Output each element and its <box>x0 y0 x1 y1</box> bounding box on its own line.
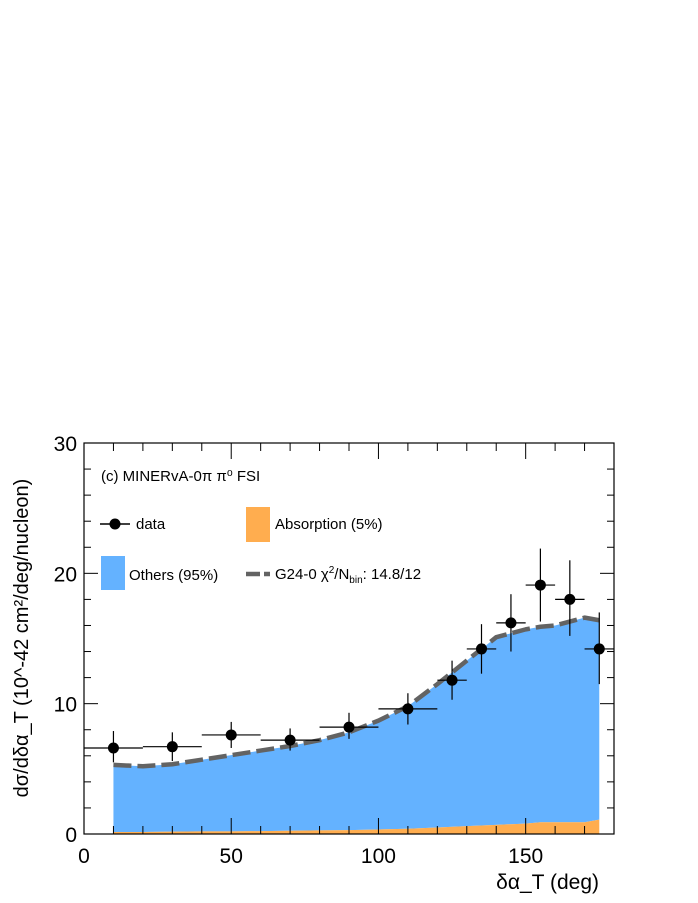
legend-others-swatch <box>101 556 125 590</box>
data-point <box>260 728 320 751</box>
data-point <box>201 721 261 748</box>
data-marker <box>505 617 517 629</box>
data-marker <box>564 593 576 605</box>
legend-data-marker <box>100 518 130 530</box>
x-tick-label: 50 <box>220 845 243 868</box>
data-marker <box>284 734 296 746</box>
data-point <box>378 693 438 725</box>
data-point <box>525 548 556 622</box>
data-marker <box>343 721 355 733</box>
data-point <box>466 624 497 674</box>
data-point <box>319 712 379 739</box>
data-marker <box>107 742 119 754</box>
legend-absorption-swatch <box>246 507 270 542</box>
chart-title: (c) MINERvA-0π π⁰ FSI <box>101 468 260 485</box>
data-marker <box>402 703 414 715</box>
legend: data Absorption (5%) Others (95%) G24-0 … <box>100 507 421 590</box>
data-point <box>555 560 585 636</box>
data-points <box>84 548 614 763</box>
x-axis-label: δα_T (deg) <box>496 871 599 894</box>
y-tick-label: 0 <box>65 824 77 847</box>
legend-others-label: Others (95%) <box>129 567 218 584</box>
tick-labels: 0 50 100 150 0 10 20 30 <box>54 433 544 868</box>
data-point <box>84 731 143 763</box>
y-tick-label: 10 <box>54 694 77 717</box>
data-marker <box>534 579 546 591</box>
y-tick-label: 30 <box>54 433 77 456</box>
legend-absorption-label: Absorption (5%) <box>275 516 383 533</box>
data-marker <box>593 643 605 655</box>
data-point <box>142 732 202 762</box>
model-curve <box>113 615 600 769</box>
data-marker <box>166 741 178 753</box>
data-marker <box>476 643 487 655</box>
absorption-area <box>113 819 600 834</box>
stacked-areas <box>113 617 600 834</box>
data-marker <box>446 674 458 686</box>
legend-data-label: data <box>136 516 166 533</box>
data-point <box>496 594 526 652</box>
data-point <box>437 660 467 700</box>
model-line <box>113 615 600 769</box>
data-point <box>584 612 614 685</box>
y-axis-label: dσ/dδα_T (10^-42 cm²/deg/nucleon) <box>11 479 33 798</box>
y-tick-label: 20 <box>54 563 77 586</box>
data-marker <box>225 729 237 741</box>
others-area <box>113 617 600 833</box>
x-tick-label: 150 <box>508 845 543 868</box>
x-tick-label: 0 <box>78 845 90 868</box>
x-tick-label: 100 <box>361 845 396 868</box>
axis-ticks <box>83 442 615 835</box>
legend-model-label: G24-0 χ2/Nbin: 14.8/12 <box>275 565 421 586</box>
